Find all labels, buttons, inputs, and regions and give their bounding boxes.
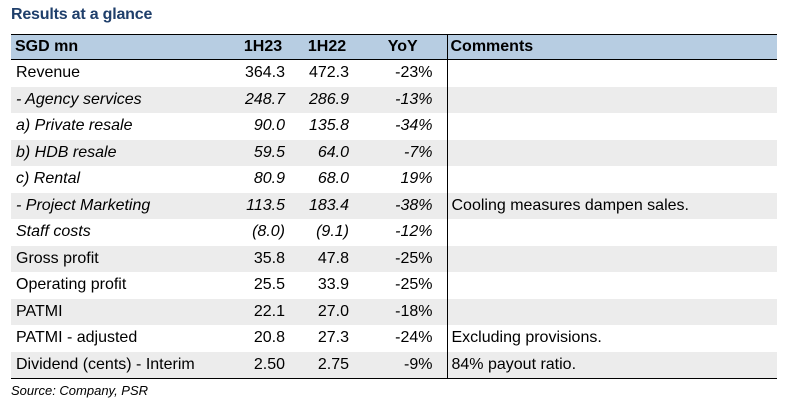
value-yoy: -9% — [359, 351, 448, 379]
value-1h22: 64.0 — [295, 139, 359, 166]
value-1h22: 47.8 — [295, 245, 359, 272]
comment: Cooling measures dampen sales. — [447, 192, 777, 219]
row-label: Revenue — [16, 64, 81, 82]
row-label: a) Private resale — [16, 117, 133, 135]
comment — [447, 298, 777, 325]
value-1h22: 27.0 — [295, 298, 359, 325]
row-label: PATMI — [11, 298, 231, 325]
comment: 84% payout ratio. — [447, 351, 777, 379]
table-row-private-resale: a) Private resale 90.0 135.8 -34% — [11, 113, 777, 140]
comment — [447, 166, 777, 193]
value-yoy: -7% — [359, 139, 448, 166]
table-row-patmi-adjusted: PATMI - adjusted 20.8 27.3 -24% Excludin… — [11, 325, 777, 352]
value-1h23: 248.7 — [231, 86, 295, 113]
row-label: - Project Marketing — [11, 192, 231, 219]
value-1h23: 35.8 — [231, 245, 295, 272]
results-table: SGD mn 1H23 1H22 YoY Comments Revenue 36… — [11, 34, 777, 379]
comment — [447, 139, 777, 166]
row-label: c) Rental — [16, 170, 81, 188]
table-row-project-marketing: - Project Marketing 113.5 183.4 -38% Coo… — [11, 192, 777, 219]
value-1h23: 90.0 — [253, 117, 285, 135]
header-1h22: 1H22 — [295, 34, 359, 60]
value-yoy: 19% — [359, 166, 448, 193]
comment — [447, 219, 777, 246]
value-1h23: (8.0) — [252, 223, 285, 241]
value-yoy: -34% — [359, 113, 448, 140]
value-yoy: -38% — [359, 192, 448, 219]
comment — [447, 86, 777, 113]
comment — [447, 113, 777, 140]
table-row-dividend: Dividend (cents) - Interim 2.50 2.75 -9%… — [11, 351, 777, 379]
row-label: Gross profit — [11, 245, 231, 272]
value-1h23: 80.9 — [253, 170, 285, 188]
table-row-agency-services: - Agency services 248.7 286.9 -13% — [11, 86, 777, 113]
table-header-row: SGD mn 1H23 1H22 YoY Comments — [11, 34, 777, 60]
header-yoy: YoY — [359, 34, 448, 60]
row-label: - Agency services — [11, 86, 231, 113]
value-yoy: -23% — [359, 59, 448, 87]
value-yoy: -18% — [359, 298, 448, 325]
value-1h23: 20.8 — [253, 329, 285, 347]
value-yoy: -25% — [359, 272, 448, 299]
table-row-hdb-resale: b) HDB resale 59.5 64.0 -7% — [11, 139, 777, 166]
table-row-revenue: Revenue 364.3 472.3 -23% — [11, 59, 777, 87]
source-note: Source: Company, PSR — [11, 383, 149, 398]
value-1h23: 364.3 — [244, 64, 285, 82]
table-row-operating-profit: Operating profit 25.5 33.9 -25% — [11, 272, 777, 299]
row-label: Dividend (cents) - Interim — [11, 351, 231, 379]
value-1h22: 68.0 — [317, 170, 349, 188]
value-1h22: 27.3 — [317, 329, 349, 347]
comment — [447, 245, 777, 272]
value-1h22: 183.4 — [295, 192, 359, 219]
value-1h23: 22.1 — [231, 298, 295, 325]
table-row-staff-costs: Staff costs (8.0) (9.1) -12% — [11, 219, 777, 246]
table-row-gross-profit: Gross profit 35.8 47.8 -25% — [11, 245, 777, 272]
comment — [447, 272, 777, 299]
header-unit: SGD mn — [11, 34, 231, 60]
value-yoy: -25% — [359, 245, 448, 272]
value-1h23: 113.5 — [231, 192, 295, 219]
header-1h23: 1H23 — [231, 34, 295, 60]
value-yoy: -24% — [359, 325, 448, 352]
header-comments: Comments — [447, 34, 777, 60]
row-label: Staff costs — [16, 223, 91, 241]
comment: Excluding provisions. — [451, 329, 602, 347]
table-row-patmi: PATMI 22.1 27.0 -18% — [11, 298, 777, 325]
value-1h22: 286.9 — [295, 86, 359, 113]
value-1h22: (9.1) — [316, 223, 349, 241]
value-1h22: 135.8 — [308, 117, 349, 135]
comment — [447, 60, 777, 87]
value-1h22: 472.3 — [308, 64, 349, 82]
value-1h22: 33.9 — [317, 276, 349, 294]
row-label: PATMI - adjusted — [16, 329, 138, 347]
row-label: Operating profit — [16, 276, 127, 294]
value-1h22: 2.75 — [295, 351, 359, 379]
value-yoy: -13% — [359, 86, 448, 113]
table-row-rental: c) Rental 80.9 68.0 19% — [11, 166, 777, 193]
value-1h23: 2.50 — [231, 351, 295, 379]
value-1h23: 25.5 — [253, 276, 285, 294]
value-yoy: -12% — [359, 219, 448, 246]
value-1h23: 59.5 — [231, 139, 295, 166]
table-title: Results at a glance — [11, 6, 153, 23]
row-label: b) HDB resale — [11, 139, 231, 166]
